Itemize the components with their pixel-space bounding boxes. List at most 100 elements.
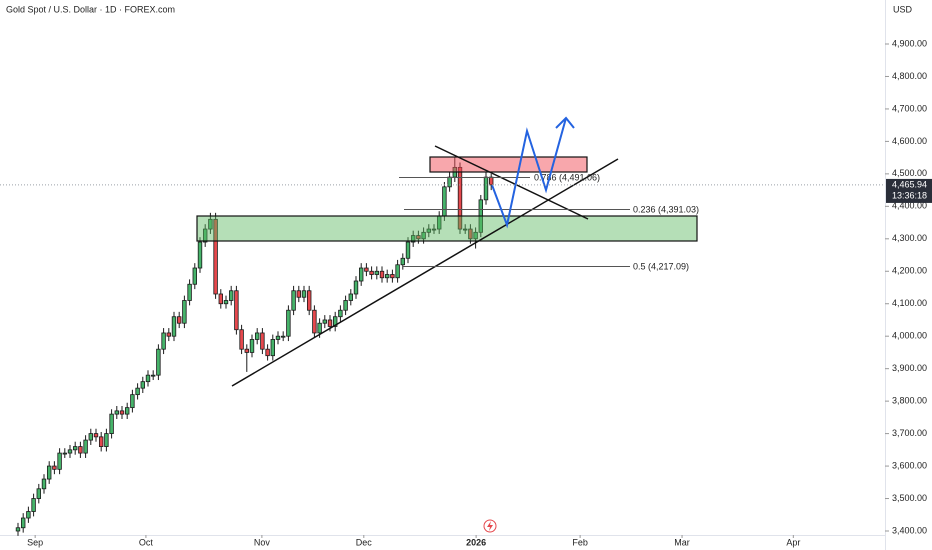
y-tick-label: 4,900.00 [892, 38, 927, 48]
candle-body [374, 270, 379, 275]
event-icon-bolt [487, 521, 493, 531]
candle-body [161, 332, 166, 350]
y-tick-label: 3,900.00 [892, 363, 927, 373]
x-tick-label: Oct [139, 537, 154, 547]
drawings: 0.786 (4,491.06) 0.236 (4,391.03) 0.5 (4… [196, 116, 699, 533]
candle-body [317, 322, 322, 334]
y-tick-label: 4,000.00 [892, 331, 927, 341]
candle-body [182, 300, 187, 324]
y-tick-label: 4,400.00 [892, 201, 927, 211]
candle-body [473, 231, 478, 240]
candle-body [338, 309, 343, 318]
candle-body [395, 264, 400, 279]
candle-body [213, 218, 218, 295]
y-tick-label: 4,200.00 [892, 266, 927, 276]
fib-label: 0.786 (4,491.06) [534, 172, 600, 182]
candle-body [296, 290, 301, 298]
candle-body [312, 309, 317, 334]
candle-body [234, 290, 239, 331]
candle-body [135, 387, 140, 396]
projection-path [491, 117, 567, 229]
candle-body [249, 339, 255, 353]
candle-body [405, 241, 411, 259]
candle-body [322, 319, 327, 324]
candle-body [187, 283, 192, 301]
candle-body [119, 410, 125, 415]
candle-body [254, 332, 260, 340]
candle-body [88, 433, 93, 441]
candle-body [192, 267, 197, 285]
candle-body [442, 186, 447, 217]
candle-body [364, 267, 369, 272]
candle-body [348, 293, 353, 301]
y-tick-label: 4,600.00 [892, 136, 927, 146]
candle-body [301, 290, 307, 298]
last-price-tag [886, 178, 932, 203]
candle-body [468, 228, 473, 240]
y-tick-label: 4,800.00 [892, 71, 927, 81]
candle-body [384, 274, 390, 279]
y-tick-label: 4,100.00 [892, 298, 927, 308]
candle-body [166, 332, 171, 337]
candle-body [353, 280, 359, 295]
x-tick-label: 2026 [466, 537, 486, 547]
y-tick-label: 3,500.00 [892, 493, 927, 503]
candle-body [202, 228, 208, 243]
x-tick-label: Nov [254, 537, 271, 547]
x-tick-label: Sep [27, 537, 43, 547]
candle-body [171, 316, 177, 337]
arrow-head [555, 116, 575, 129]
candle-body [426, 228, 431, 233]
candle-body [15, 527, 21, 532]
candle-body [130, 394, 135, 409]
resistance-zone [429, 156, 588, 173]
y-tick-label: 3,600.00 [892, 460, 927, 470]
candle-body [156, 348, 161, 376]
candle-body [332, 316, 338, 327]
candle-body [20, 517, 26, 529]
candle-body [114, 410, 119, 415]
trendline [231, 158, 619, 387]
y-tick-label: 4,700.00 [892, 103, 927, 113]
candle-body [57, 452, 62, 470]
candle-body [410, 235, 416, 243]
candle-body [327, 319, 333, 327]
candle-body [109, 413, 114, 434]
candle-body [36, 488, 41, 499]
candle-body [483, 176, 489, 201]
x-tick-label: Mar [674, 537, 690, 547]
y-tick-label: 3,400.00 [892, 525, 927, 535]
candle-body [208, 218, 213, 230]
candle-body [286, 309, 291, 337]
candle-body [244, 348, 249, 353]
candle-body [98, 436, 104, 447]
candle-body [239, 329, 244, 350]
candle-body [400, 257, 405, 266]
candle-body [488, 176, 494, 186]
candle-body [275, 335, 281, 340]
y-tick-label: 4,500.00 [892, 168, 927, 178]
candle-body [176, 316, 182, 324]
candle-body [104, 433, 109, 447]
candle-body [41, 478, 47, 490]
candle-body [26, 511, 31, 519]
candle-body [291, 290, 296, 311]
candle-body [124, 407, 130, 415]
candle-body [150, 374, 156, 377]
candle-body [72, 446, 78, 451]
candle-body [62, 452, 67, 455]
candle-body [46, 465, 52, 480]
candle-body [416, 235, 421, 240]
candle-body [218, 293, 223, 305]
x-tick-label: Feb [572, 537, 588, 547]
candle-body [280, 335, 286, 338]
plot [15, 157, 494, 536]
y-tick-label: 3,800.00 [892, 396, 927, 406]
x-tick-label: Dec [356, 537, 373, 547]
candle-body [52, 465, 57, 470]
candle-body [197, 241, 203, 269]
candle-body [67, 449, 73, 454]
candle-body [223, 300, 229, 305]
